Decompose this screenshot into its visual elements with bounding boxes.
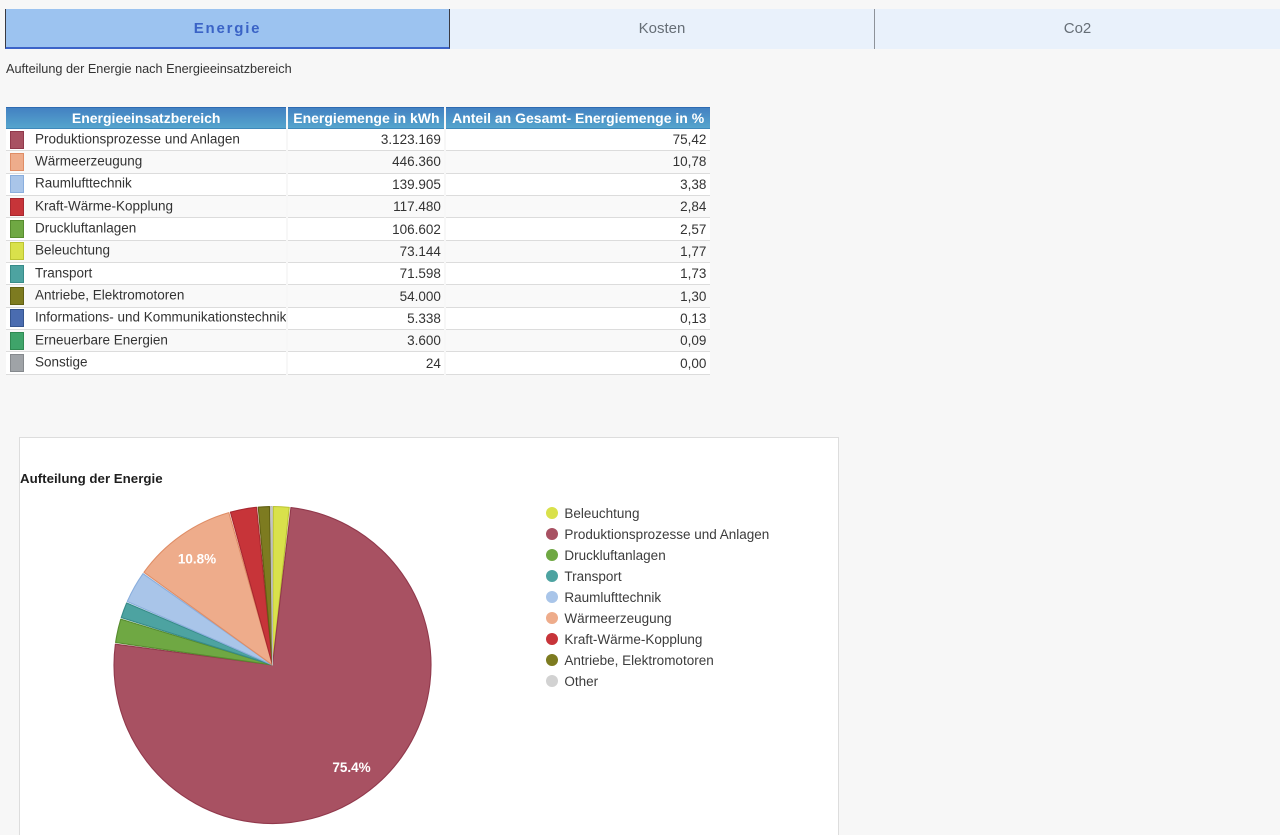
svg-text:75.4%: 75.4% — [332, 760, 370, 775]
svg-text:10.8%: 10.8% — [178, 552, 216, 567]
